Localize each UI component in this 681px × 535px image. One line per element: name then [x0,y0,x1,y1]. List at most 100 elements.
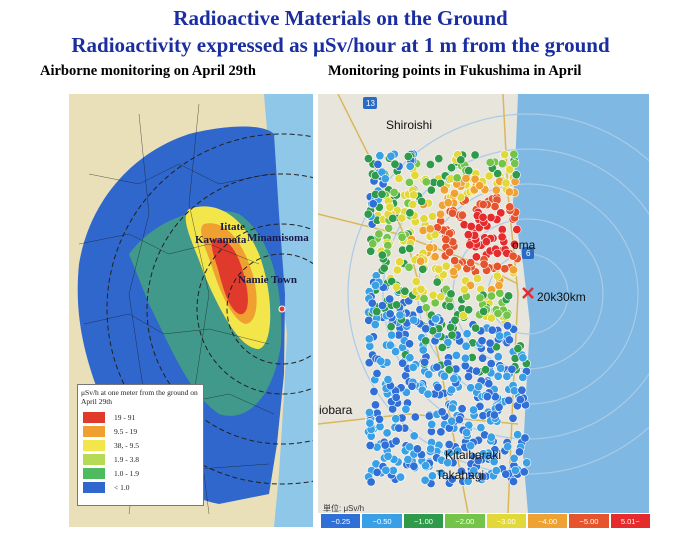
monitoring-point [454,415,464,425]
monitoring-point [492,271,502,281]
monitoring-point [457,404,467,414]
monitoring-point [426,185,436,195]
monitoring-point [502,371,512,381]
monitoring-point [405,244,415,254]
monitoring-point [388,213,398,223]
legend-label: 1.9 - 3.8 [114,454,139,464]
monitoring-point [512,225,522,235]
monitoring-point [461,173,471,183]
monitoring-point [508,413,518,423]
monitoring-point [365,440,375,450]
monitoring-point [473,456,483,466]
monitoring-point [372,307,382,317]
monitoring-point [458,311,468,321]
monitoring-point [380,440,390,450]
monitoring-point [510,239,520,249]
monitoring-point [391,414,401,424]
monitoring-point [389,187,399,197]
monitoring-point [369,386,379,396]
monitoring-point [491,185,501,195]
monitoring-point [420,357,430,367]
monitoring-point [450,188,460,198]
monitoring-point [522,458,532,468]
monitoring-point [427,471,437,481]
monitoring-point [437,407,447,417]
monitoring-point [464,166,474,176]
monitoring-point [448,208,458,218]
monitoring-point [436,178,446,188]
monitoring-point [463,230,473,240]
monitoring-point [507,364,517,374]
legend-label: 9.5 - 19 [114,426,138,436]
monitoring-point [477,336,487,346]
route-13-badge [363,97,377,109]
monitoring-point [391,392,401,402]
colorbar-segment: ~0.25 [321,514,361,528]
red-zone [211,238,248,315]
monitoring-point [493,371,503,381]
monitoring-point [509,476,519,486]
monitoring-point [385,294,395,304]
power-plant-marker [278,305,286,313]
monitoring-point [486,213,496,223]
monitoring-point [479,259,489,269]
monitoring-point [449,374,459,384]
monitoring-point [397,213,407,223]
monitoring-point [478,212,488,222]
monitoring-point [403,454,413,464]
monitoring-point [493,308,503,318]
legend-row: 9.5 - 19 [78,424,203,438]
radius-circle-20km [226,253,313,365]
monitoring-point [492,261,502,271]
monitoring-point [376,356,386,366]
route-6-label: 6 [526,249,531,258]
monitoring-point [505,165,515,175]
monitoring-point [515,395,525,405]
legend-row: 1.9 - 3.8 [78,452,203,466]
monitoring-point [509,265,519,275]
monitoring-point [443,458,453,468]
monitoring-point [364,358,374,368]
monitoring-point [470,174,480,184]
monitoring-point [475,181,485,191]
monitoring-point [385,202,395,212]
monitoring-point [408,362,418,372]
place-kitaibaraki: Kitaibaraki [445,448,502,462]
monitoring-point [395,257,405,267]
monitoring-point [416,256,426,266]
monitoring-point [366,477,376,487]
place-iobara: iobara [319,403,353,417]
monitoring-point [487,325,497,335]
monitoring-points-map [318,94,649,513]
colorbar-segment: ~1.00 [403,514,444,528]
legend-label: 19 - 91 [114,412,136,422]
monitoring-point [407,381,417,391]
monitoring-point [365,418,375,428]
legend-swatch [83,481,105,493]
monitoring-point [474,382,484,392]
monitoring-point [428,211,438,221]
monitoring-point [433,382,443,392]
monitoring-point [509,149,519,159]
legend-title: μSv/h at one meter from the ground on Ap… [81,388,198,406]
sea-area [513,94,649,513]
monitoring-point [509,386,519,396]
monitoring-point [377,189,387,199]
monitoring-point [385,309,395,319]
left-subtitle: Airborne monitoring on April 29th [40,63,256,79]
monitoring-point [424,411,434,421]
monitoring-point [465,280,475,290]
monitoring-point [470,150,480,160]
place-shiroishi: Shiroishi [386,118,433,132]
monitoring-point [466,258,476,268]
monitoring-point [377,301,387,311]
monitoring-point [383,374,393,384]
monitoring-point [457,466,467,476]
monitoring-point [503,321,513,331]
monitoring-point [518,353,528,363]
monitoring-point [462,329,472,339]
legend-label: 38, - 9.5 [114,440,139,450]
monitoring-point [456,155,466,165]
monitoring-point [443,198,453,208]
monitoring-point [501,469,511,479]
